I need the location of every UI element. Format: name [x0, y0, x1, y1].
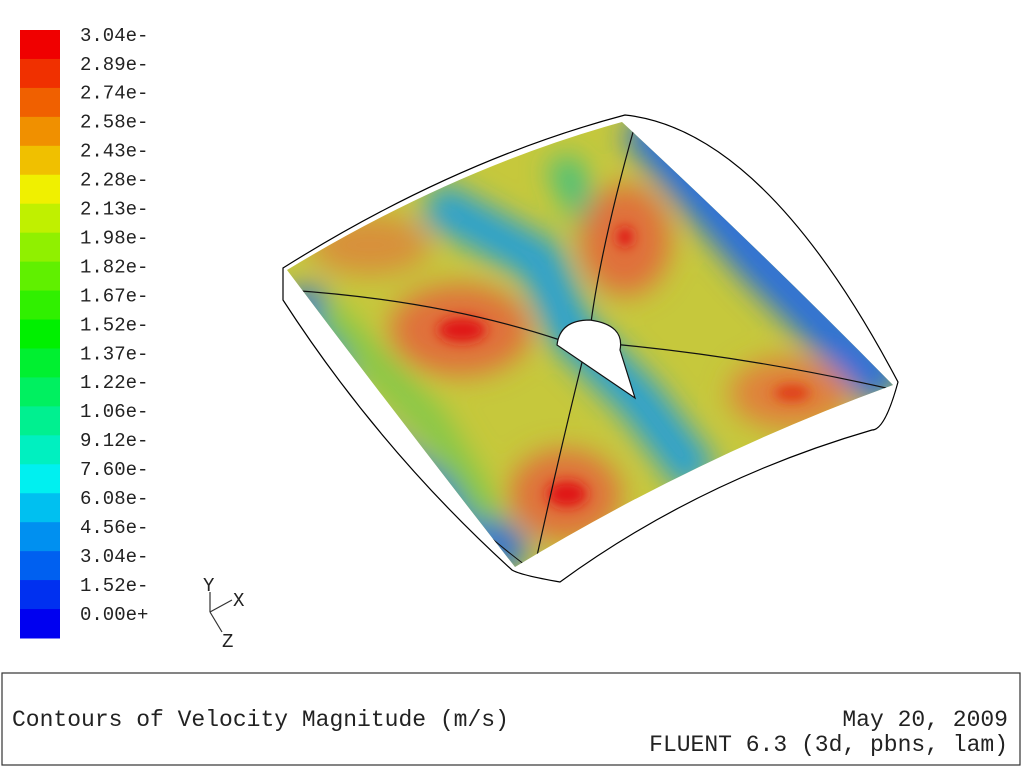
- legend-swatch: [20, 348, 60, 378]
- axis-triad: [209, 592, 233, 633]
- plot-date: May 20, 2009: [842, 707, 1008, 733]
- legend-label: 2.74e-: [80, 83, 148, 105]
- legend-swatch: [20, 493, 60, 523]
- legend-swatch: [20, 203, 60, 234]
- legend-swatch: [20, 58, 60, 89]
- legend-label: 6.08e-: [80, 488, 148, 510]
- color-legend: 3.04e- 2.89e- 2.74e- 2.58e- 2.43e- 2.28e- 2.13…: [20, 25, 148, 639]
- legend-swatch: [20, 319, 60, 349]
- legend-swatch: [20, 87, 60, 118]
- legend-swatch: [20, 464, 60, 494]
- legend-label: 1.37e-: [80, 343, 148, 365]
- legend-label: 1.67e-: [80, 285, 148, 307]
- legend-label: 1.06e-: [80, 401, 148, 423]
- legend-label: 9.12e-: [80, 430, 148, 452]
- contour-plate: [287, 122, 893, 567]
- legend-swatch: [20, 261, 60, 292]
- legend-swatch: [20, 406, 60, 436]
- legend-label: 1.52e-: [80, 314, 148, 336]
- legend-swatch: [20, 174, 60, 205]
- legend-swatch: [20, 435, 60, 465]
- legend-swatch: [20, 116, 60, 147]
- legend-label: 1.82e-: [80, 256, 148, 278]
- footer-box: [1, 672, 1021, 766]
- plot-title: Contours of Velocity Magnitude (m/s): [12, 707, 509, 733]
- legend-swatch: [20, 580, 60, 610]
- legend-label: 2.89e-: [80, 54, 148, 76]
- legend-label: 3.04e-: [80, 546, 148, 568]
- legend-label: 1.98e-: [80, 227, 148, 249]
- legend-label: 2.43e-: [80, 141, 148, 163]
- legend-label: 2.13e-: [80, 199, 148, 221]
- solver-info: FLUENT 6.3 (3d, pbns, lam): [649, 732, 1008, 758]
- legend-swatch: [20, 145, 60, 176]
- x-axis-line: [209, 599, 233, 613]
- legend-label: 4.56e-: [80, 517, 148, 539]
- y-axis-label: Y: [203, 575, 215, 597]
- legend-swatch: [20, 522, 60, 552]
- legend-label: 1.52e-: [80, 575, 148, 597]
- legend-label: 2.58e-: [80, 112, 148, 134]
- z-axis-label: Z: [222, 631, 233, 653]
- legend-swatch: [20, 551, 60, 581]
- legend-swatch: [20, 290, 60, 321]
- legend-swatch: [20, 232, 60, 263]
- legend-swatch: [20, 30, 60, 60]
- z-axis-line: [209, 611, 223, 633]
- legend-label: 1.22e-: [80, 372, 148, 394]
- legend-swatch: [20, 377, 60, 407]
- legend-label: 0.00e+: [80, 604, 148, 626]
- legend-label: 3.04e-: [80, 25, 148, 47]
- legend-label: 7.60e-: [80, 459, 148, 481]
- x-axis-label: X: [233, 590, 245, 612]
- legend-swatch: [20, 609, 60, 639]
- legend-label: 2.28e-: [80, 170, 148, 192]
